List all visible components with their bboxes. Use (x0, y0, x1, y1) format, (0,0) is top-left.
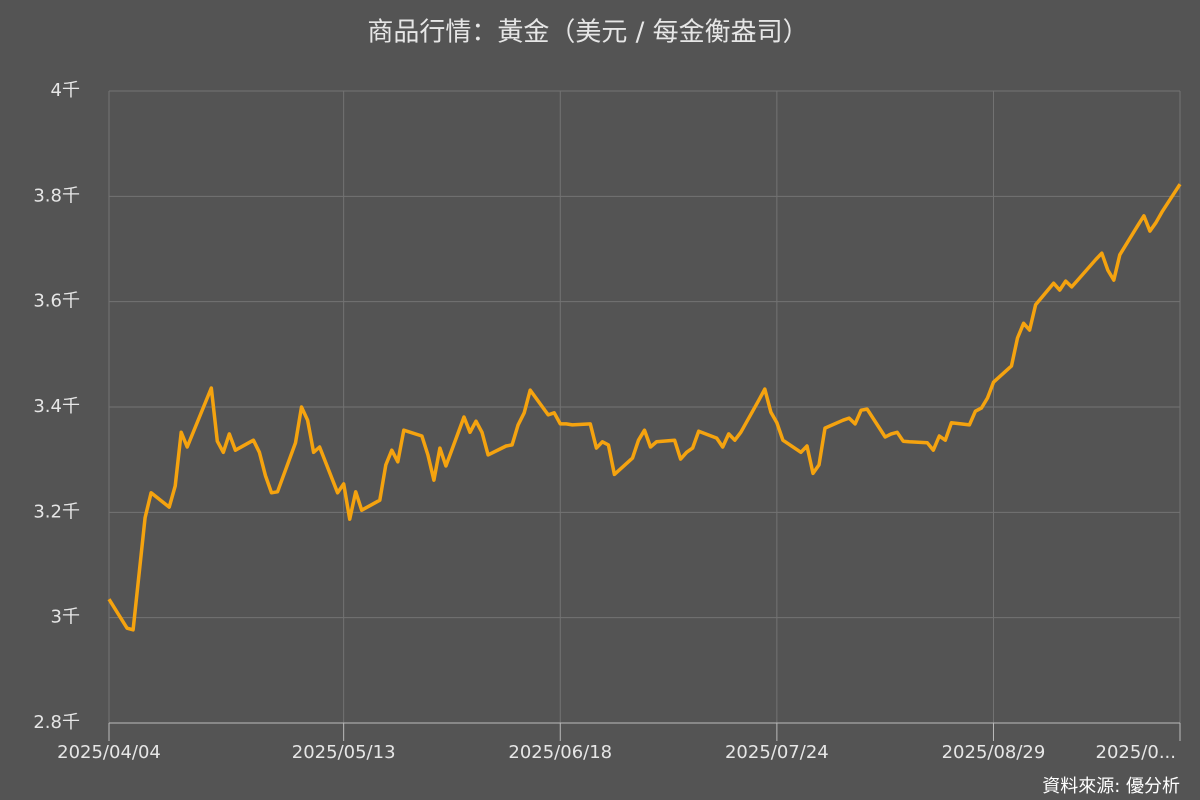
y-tick-label: 3.2千 (33, 501, 80, 522)
x-tick-label: 2025/05/13 (292, 742, 396, 763)
y-tick-label: 3千 (51, 607, 80, 628)
source: 資料來源: 優分析 (1042, 776, 1180, 797)
x-tick-label: 2025/08/29 (942, 742, 1046, 763)
x-tick-label: 2025/0... (1096, 742, 1177, 763)
y-tick-label: 4千 (51, 80, 80, 101)
price-line (107, 183, 1182, 632)
y-tick-label: 3.4千 (33, 396, 80, 417)
y-tick-label: 2.8千 (33, 712, 80, 733)
x-tick-label: 2025/06/18 (508, 742, 612, 763)
y-tick-label: 3.8千 (33, 185, 80, 206)
y-tick-label: 3.6千 (33, 291, 80, 312)
x-tick-label: 2025/04/04 (57, 742, 161, 763)
chart-title: 商品行情：黃金（美元 / 每金衡盎司） (367, 18, 808, 48)
x-tick-label: 2025/07/24 (725, 742, 829, 763)
